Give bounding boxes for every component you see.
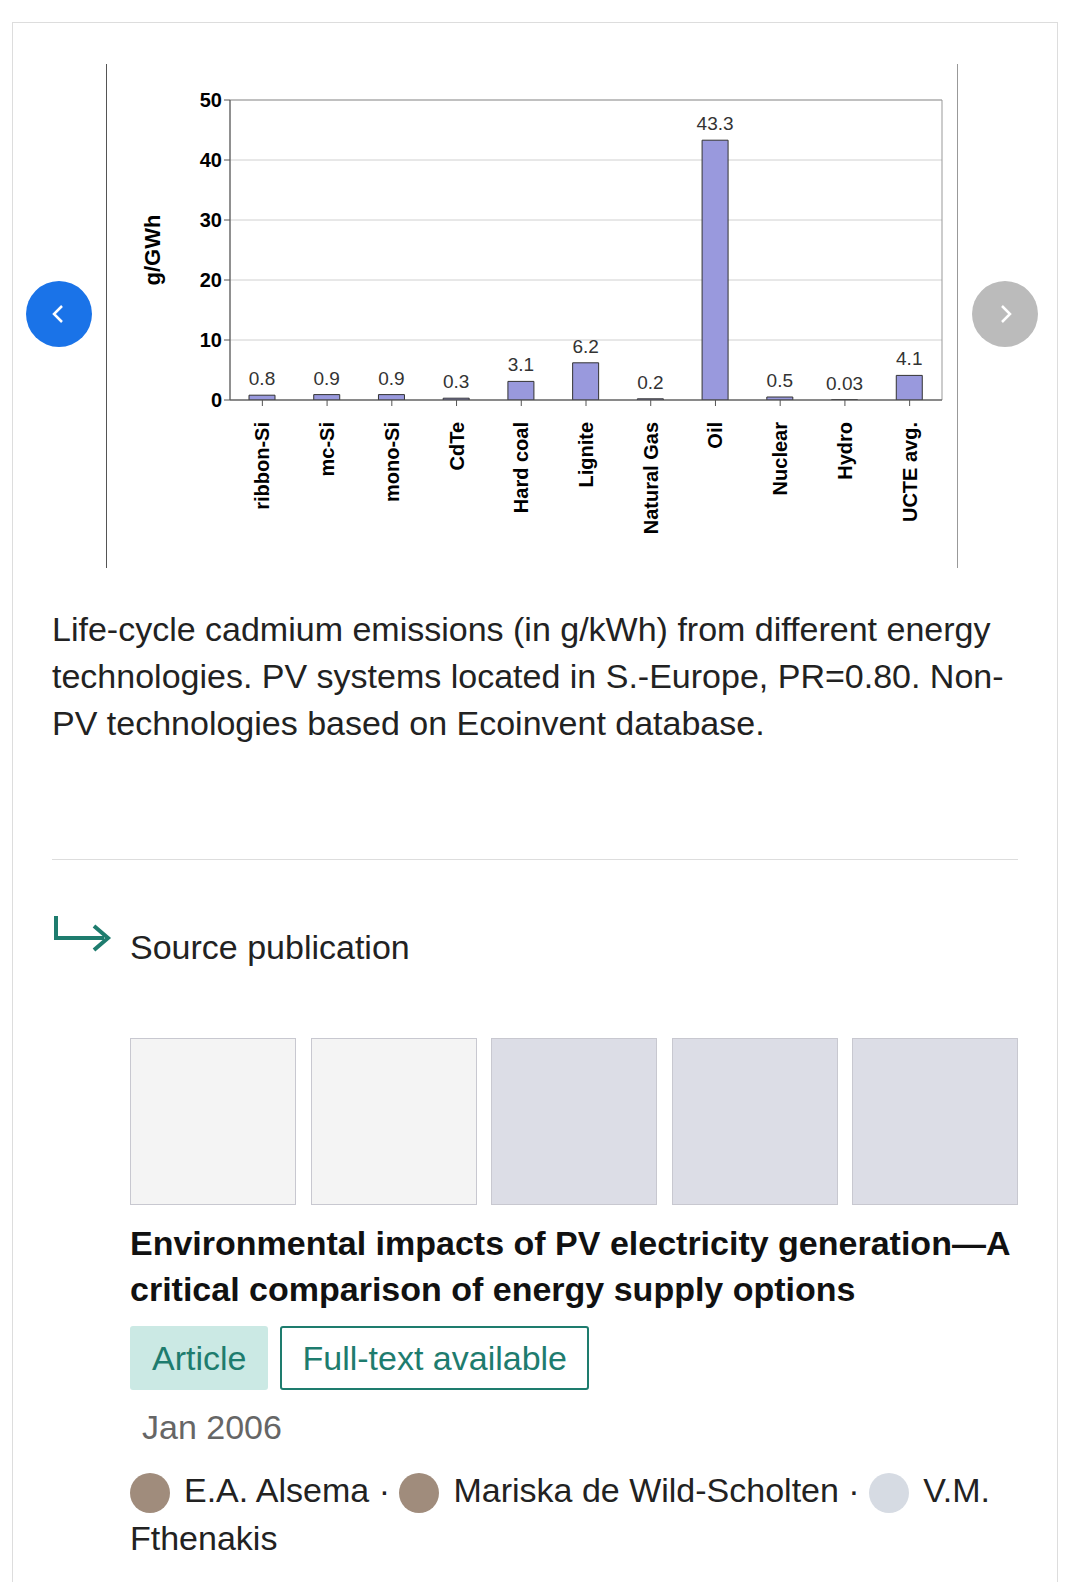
svg-text:UCTE avg.: UCTE avg. xyxy=(899,422,921,522)
html-text:Full-text available: Full-text available xyxy=(302,1338,567,1377)
svg-text:CdTe: CdTe xyxy=(446,422,468,471)
svg-text:Nuclear: Nuclear xyxy=(769,422,791,496)
html-text:Article: Article xyxy=(152,1338,247,1377)
svg-text:Natural Gas: Natural Gas xyxy=(640,422,662,534)
svg-text:0.5: 0.5 xyxy=(767,370,793,391)
html-text:V.M. Fthenakis: V.M. Fthenakis xyxy=(130,1471,990,1557)
svg-text:40: 40 xyxy=(200,149,222,171)
svg-text:50: 50 xyxy=(200,89,222,111)
svg-text:Hard coal: Hard coal xyxy=(510,422,532,513)
html-text:Jan 2006: Jan 2006 xyxy=(142,1408,282,1446)
svg-text:0.2: 0.2 xyxy=(637,372,663,393)
svg-text:0.3: 0.3 xyxy=(443,371,469,392)
svg-text:g/GWh: g/GWh xyxy=(140,215,165,286)
svg-text:20: 20 xyxy=(200,269,222,291)
svg-text:0: 0 xyxy=(211,389,222,411)
svg-text:6.2: 6.2 xyxy=(572,336,598,357)
svg-text:0.9: 0.9 xyxy=(314,368,340,389)
svg-text:Hydro: Hydro xyxy=(834,422,856,480)
svg-text:mono-Si: mono-Si xyxy=(381,422,403,502)
html-text:Environmental impacts of PV el: Environmental impacts of PV electricity … xyxy=(130,1224,1010,1308)
svg-text:4.1: 4.1 xyxy=(896,348,922,369)
html-text:Mariska de Wild-Scholten ·: Mariska de Wild-Scholten · xyxy=(453,1471,870,1509)
svg-text:30: 30 xyxy=(200,209,222,231)
svg-text:0.8: 0.8 xyxy=(249,368,275,389)
svg-text:43.3: 43.3 xyxy=(697,113,734,134)
svg-text:0.03: 0.03 xyxy=(826,373,863,394)
svg-text:10: 10 xyxy=(200,329,222,351)
svg-text:Lignite: Lignite xyxy=(575,422,597,488)
html-text:Life-cycle cadmium emissions (: Life-cycle cadmium emissions (in g/kWh) … xyxy=(52,610,1004,742)
svg-text:Oil: Oil xyxy=(704,422,726,449)
svg-text:ribbon-Si: ribbon-Si xyxy=(251,422,273,510)
svg-text:3.1: 3.1 xyxy=(508,354,534,375)
html-text:E.A. Alsema ·: E.A. Alsema · xyxy=(184,1471,400,1509)
html-text:Source publication: Source publication xyxy=(130,928,410,966)
svg-text:mc-Si: mc-Si xyxy=(316,422,338,476)
svg-text:0.9: 0.9 xyxy=(378,368,404,389)
